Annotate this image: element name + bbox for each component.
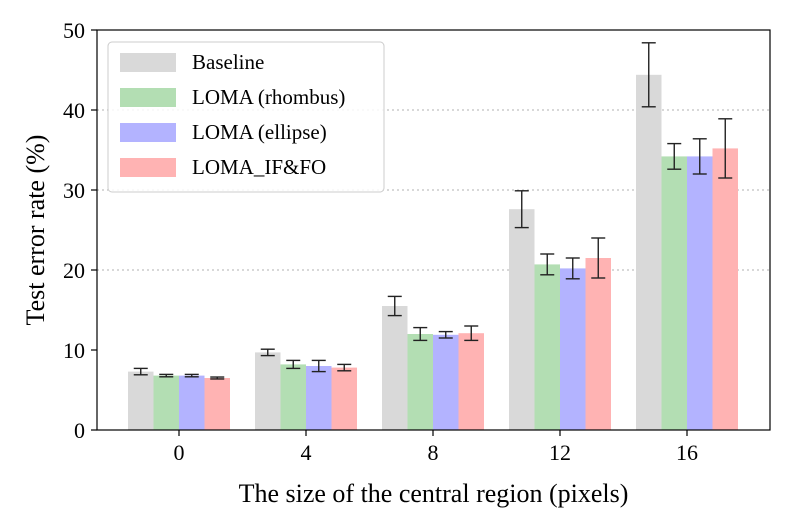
y-tick-label: 30: [63, 178, 85, 203]
y-axis-ticks: 0 10 20 30 40 50: [63, 18, 97, 443]
y-tick-label: 20: [63, 258, 85, 283]
legend-swatch: [120, 88, 176, 107]
bar: [433, 334, 459, 430]
legend: Baseline LOMA (rhombus) LOMA (ellipse) LOMA…: [107, 41, 385, 193]
y-tick-label: 10: [63, 338, 85, 363]
bar: [331, 367, 357, 430]
bar: [687, 156, 713, 430]
y-tick-label: 0: [74, 418, 85, 443]
bar: [255, 352, 281, 430]
x-axis-label: The size of the central region (pixels): [239, 479, 629, 508]
bar: [382, 306, 408, 430]
bar: [306, 366, 332, 430]
y-tick-label: 40: [63, 98, 85, 123]
bar: [636, 74, 662, 431]
bar: [509, 209, 535, 430]
bar: [458, 333, 484, 430]
y-tick-label: 50: [63, 18, 85, 43]
legend-swatch: [120, 158, 176, 177]
legend-label: LOMA_IF&FO: [192, 155, 326, 179]
bar: [560, 268, 586, 430]
bar: [407, 334, 433, 430]
x-tick-label: 8: [428, 440, 439, 465]
legend-swatch: [120, 53, 176, 72]
legend-swatch: [120, 123, 176, 142]
bar: [204, 378, 230, 430]
bar: [661, 156, 687, 430]
legend-box: [107, 41, 385, 193]
legend-label: Baseline: [192, 50, 264, 74]
legend-label: LOMA (rhombus): [192, 85, 345, 109]
x-tick-label: 12: [549, 440, 571, 465]
error-bars: [133, 42, 733, 380]
bar: [712, 148, 738, 430]
bar: [153, 375, 179, 430]
x-tick-label: 16: [676, 440, 698, 465]
bar: [128, 371, 154, 430]
y-axis-label: Test error rate (%): [21, 135, 50, 326]
x-tick-label: 4: [301, 440, 312, 465]
bars: [128, 74, 738, 431]
legend-label: LOMA (ellipse): [192, 120, 327, 144]
bar: [280, 364, 306, 430]
bar: [585, 258, 611, 430]
x-tick-label: 0: [174, 440, 185, 465]
bar: [534, 264, 560, 430]
x-axis-ticks: 0 4 8 12 16: [174, 430, 698, 465]
bar: [179, 375, 205, 430]
